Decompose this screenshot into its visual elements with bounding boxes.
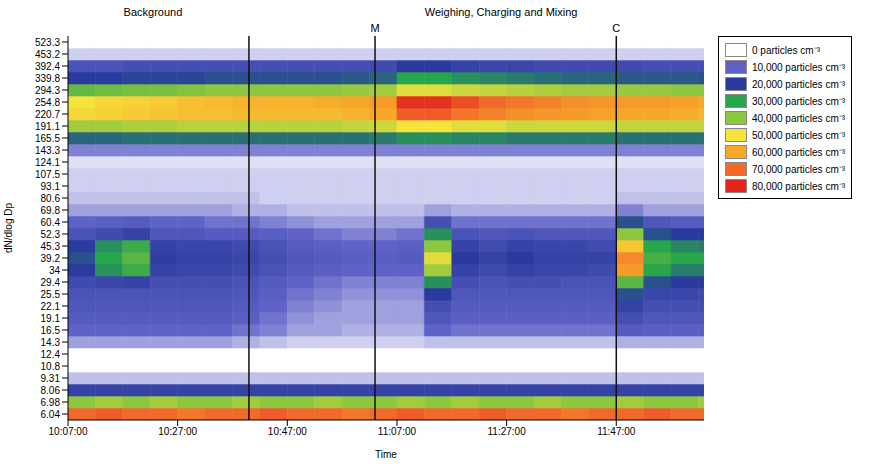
svg-text:Time: Time (375, 449, 397, 460)
html-text:80,000 particles cm⁻³: 80,000 particles cm⁻³ (752, 180, 845, 192)
svg-text:11:47:00: 11:47:00 (597, 426, 636, 437)
svg-text:453.2: 453.2 (35, 49, 60, 60)
svg-text:34: 34 (49, 265, 61, 276)
svg-text:Weighing, Charging and Mixing: Weighing, Charging and Mixing (425, 6, 578, 18)
svg-text:10.8: 10.8 (41, 361, 61, 372)
svg-text:93.1: 93.1 (41, 181, 61, 192)
html-text:60,000 particles cm⁻³: 60,000 particles cm⁻³ (752, 146, 845, 158)
svg-text:523.3: 523.3 (35, 37, 60, 48)
svg-text:16.5: 16.5 (41, 325, 61, 336)
svg-text:9.31: 9.31 (41, 373, 61, 384)
svg-text:29.4: 29.4 (41, 277, 61, 288)
svg-text:339.8: 339.8 (35, 73, 60, 84)
svg-text:14.3: 14.3 (41, 337, 61, 348)
svg-text:254.8: 254.8 (35, 97, 60, 108)
svg-text:124.1: 124.1 (35, 157, 60, 168)
svg-text:C: C (612, 22, 620, 34)
svg-text:19.1: 19.1 (41, 313, 61, 324)
html-text:0 particles cm⁻³: 0 particles cm⁻³ (752, 44, 820, 56)
svg-text:39.2: 39.2 (41, 253, 61, 264)
svg-text:11:07:00: 11:07:00 (378, 426, 417, 437)
svg-text:dN/dlog Dp: dN/dlog Dp (3, 203, 14, 253)
svg-text:12.4: 12.4 (41, 349, 61, 360)
html-text:40,000 particles cm⁻³: 40,000 particles cm⁻³ (752, 112, 845, 124)
svg-text:10:07:00: 10:07:00 (49, 426, 88, 437)
svg-text:45.3: 45.3 (41, 241, 61, 252)
svg-text:69.8: 69.8 (41, 205, 61, 216)
svg-text:392.4: 392.4 (35, 61, 60, 72)
svg-text:10:47:00: 10:47:00 (268, 426, 307, 437)
svg-text:8.06: 8.06 (41, 385, 61, 396)
svg-text:10:27:00: 10:27:00 (158, 426, 197, 437)
html-text:20,000 particles cm⁻³: 20,000 particles cm⁻³ (752, 78, 845, 90)
html-text:70,000 particles cm⁻³: 70,000 particles cm⁻³ (752, 163, 845, 175)
svg-text:143.3: 143.3 (35, 145, 60, 156)
svg-text:M: M (370, 22, 379, 34)
svg-text:294.3: 294.3 (35, 85, 60, 96)
svg-text:60.4: 60.4 (41, 217, 61, 228)
svg-text:107.5: 107.5 (35, 169, 60, 180)
svg-text:52.3: 52.3 (41, 229, 61, 240)
svg-text:22.1: 22.1 (41, 301, 61, 312)
svg-text:11:27:00: 11:27:00 (488, 426, 527, 437)
svg-text:80.6: 80.6 (41, 193, 61, 204)
svg-text:191.1: 191.1 (35, 121, 60, 132)
html-text:10,000 particles cm⁻³: 10,000 particles cm⁻³ (752, 61, 845, 73)
svg-text:25.5: 25.5 (41, 289, 61, 300)
svg-text:6.98: 6.98 (41, 397, 61, 408)
svg-text:165.5: 165.5 (35, 133, 60, 144)
svg-text:Background: Background (124, 6, 183, 18)
svg-text:220.7: 220.7 (35, 109, 60, 120)
html-text:50,000 particles cm⁻³: 50,000 particles cm⁻³ (752, 129, 845, 141)
svg-text:6.04: 6.04 (41, 409, 61, 420)
html-text:30,000 particles cm⁻³: 30,000 particles cm⁻³ (752, 95, 845, 107)
